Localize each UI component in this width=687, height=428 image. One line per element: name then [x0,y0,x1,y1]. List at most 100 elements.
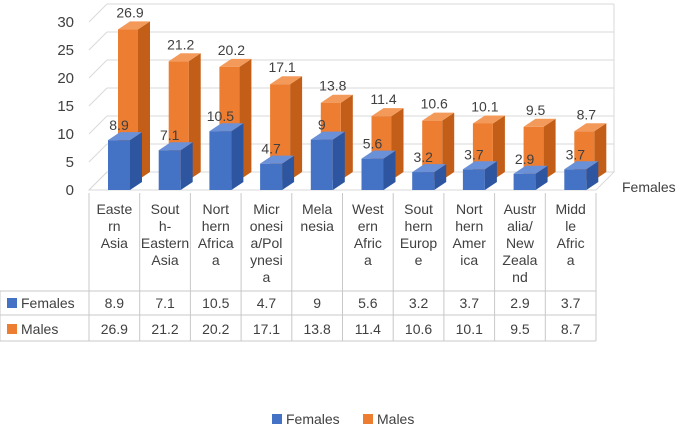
data-label-males-9: 8.7 [577,106,597,122]
bar-females-8 [513,165,548,190]
bar-females-2-front [209,131,232,190]
data-label-females-1: 7.1 [160,127,180,143]
bar-males-7-top [472,115,505,124]
x-tick-label-7: Nort hern Amer ica [453,201,487,268]
bar-males-8-top [523,118,556,127]
bar-females-1 [158,142,193,190]
table-cell-females-5: 5.6 [358,295,378,311]
data-label-males-4: 13.8 [319,78,346,94]
x-tick-label-5: West ern Afric a [352,201,384,268]
gridline-side-6 [88,3,108,23]
legend-label-males: Males [377,411,414,427]
bar-females-8-side [535,165,548,190]
table-cell-females-9: 3.7 [561,295,581,311]
table-cell-males-4: 13.8 [304,321,331,337]
table-cell-males-0: 26.9 [101,321,128,337]
table-cell-males-7: 10.1 [456,321,483,337]
bar-females-5-side [383,150,396,190]
legend: Females Males [272,411,414,427]
bar-females-1-side [180,142,193,190]
table-row-label-males: Males [21,321,58,337]
data-label-males-3: 17.1 [268,59,295,75]
x-tick-label-3: Micr onesi a/Pol ynesi a [250,201,283,285]
bar-females-1-top [158,142,193,151]
bar-females-6-side [434,164,447,190]
y-axis-ticks: 0 5 10 15 20 25 30 [57,14,74,199]
bar-females-0 [108,132,142,190]
bar-females-6-front [412,172,435,190]
bar-females-5 [361,150,396,190]
bar-females-0-top [108,132,142,141]
bar-males-1-top [168,53,201,62]
data-label-males-8: 9.5 [526,102,546,118]
gridline-side-2 [88,115,108,135]
bar-males-5-top [371,108,404,117]
bar-males-6-top [422,112,455,121]
table-cell-females-2: 10.5 [202,295,229,311]
table-cell-females-7: 3.7 [460,295,480,311]
data-label-females-5: 5.6 [363,136,383,152]
data-label-males-0: 26.9 [116,4,143,20]
data-label-females-8: 2.9 [515,151,535,167]
bar-females-8-front [513,173,536,190]
bar-females-7-top [462,161,497,170]
data-label-females-3: 4.7 [261,141,281,157]
table-row-label-females: Females [21,295,75,311]
gridline-side-1 [88,143,108,163]
data-label-males-2: 20.2 [218,42,245,58]
table-cell-females-4: 9 [313,295,321,311]
bar-females-4-front [310,139,333,190]
data-label-males-5: 11.4 [370,91,396,107]
table-cell-males-9: 8.7 [561,321,581,337]
table-cell-males-6: 10.6 [405,321,432,337]
bar-females-1-front [158,150,181,190]
table-cell-females-3: 4.7 [257,295,277,311]
bar-males-3-top [270,76,303,85]
bar-females-0-front [108,140,130,190]
table-cell-males-3: 17.1 [253,321,280,337]
bar-males-4-top [320,94,353,103]
x-tick-label-2: Nort hern Africa a [198,201,234,268]
bar-females-5-top [361,150,396,159]
bar-females-5-front [361,158,384,190]
bar-females-6-top [412,164,447,173]
bar-females-2 [209,123,244,190]
y-tick-label-2: 10 [57,126,74,143]
bar-females-7-side [484,161,497,190]
bar-females-8-top [513,165,548,174]
x-tick-label-1: Sout h-Eastern Asia [141,201,189,268]
bar-females-3-side [282,155,295,190]
data-label-males-7: 10.1 [471,98,498,114]
bar-females-3 [260,155,295,190]
data-label-females-9: 3.7 [566,146,586,162]
bar-males-6-side [442,112,455,180]
x-tick-label-8: Austr alia/New Zeala nd [502,201,537,285]
y-tick-label-4: 20 [57,70,74,87]
data-label-females-4: 9 [318,117,326,133]
gridline-side-4 [88,59,108,79]
legend-swatch-males [363,414,373,424]
bars [108,21,607,190]
bar-females-2-side [231,123,244,190]
table-cell-males-1: 21.2 [151,321,178,337]
bar-males-9-top [574,123,607,132]
bar-males-2-top [219,58,252,67]
bar-females-7-front [462,169,485,190]
y-tick-label-6: 30 [57,14,74,31]
bar-females-6 [412,164,447,190]
bar-females-7 [462,161,497,190]
bar-females-9 [564,161,599,190]
gridline-side-3 [88,87,108,107]
data-label-females-6: 3.2 [413,149,433,165]
y-tick-label-0: 0 [66,182,74,199]
table-cell-males-5: 11.4 [355,321,381,337]
bar-females-3-front [260,163,283,190]
table-cell-females-1: 7.1 [155,295,175,311]
bar-females-2-top [209,123,244,132]
y-tick-label-5: 25 [57,42,74,59]
bar-females-4-top [310,131,345,140]
gridline-side-5 [88,31,108,51]
x-tick-label-4: Mela nesia [300,201,334,234]
